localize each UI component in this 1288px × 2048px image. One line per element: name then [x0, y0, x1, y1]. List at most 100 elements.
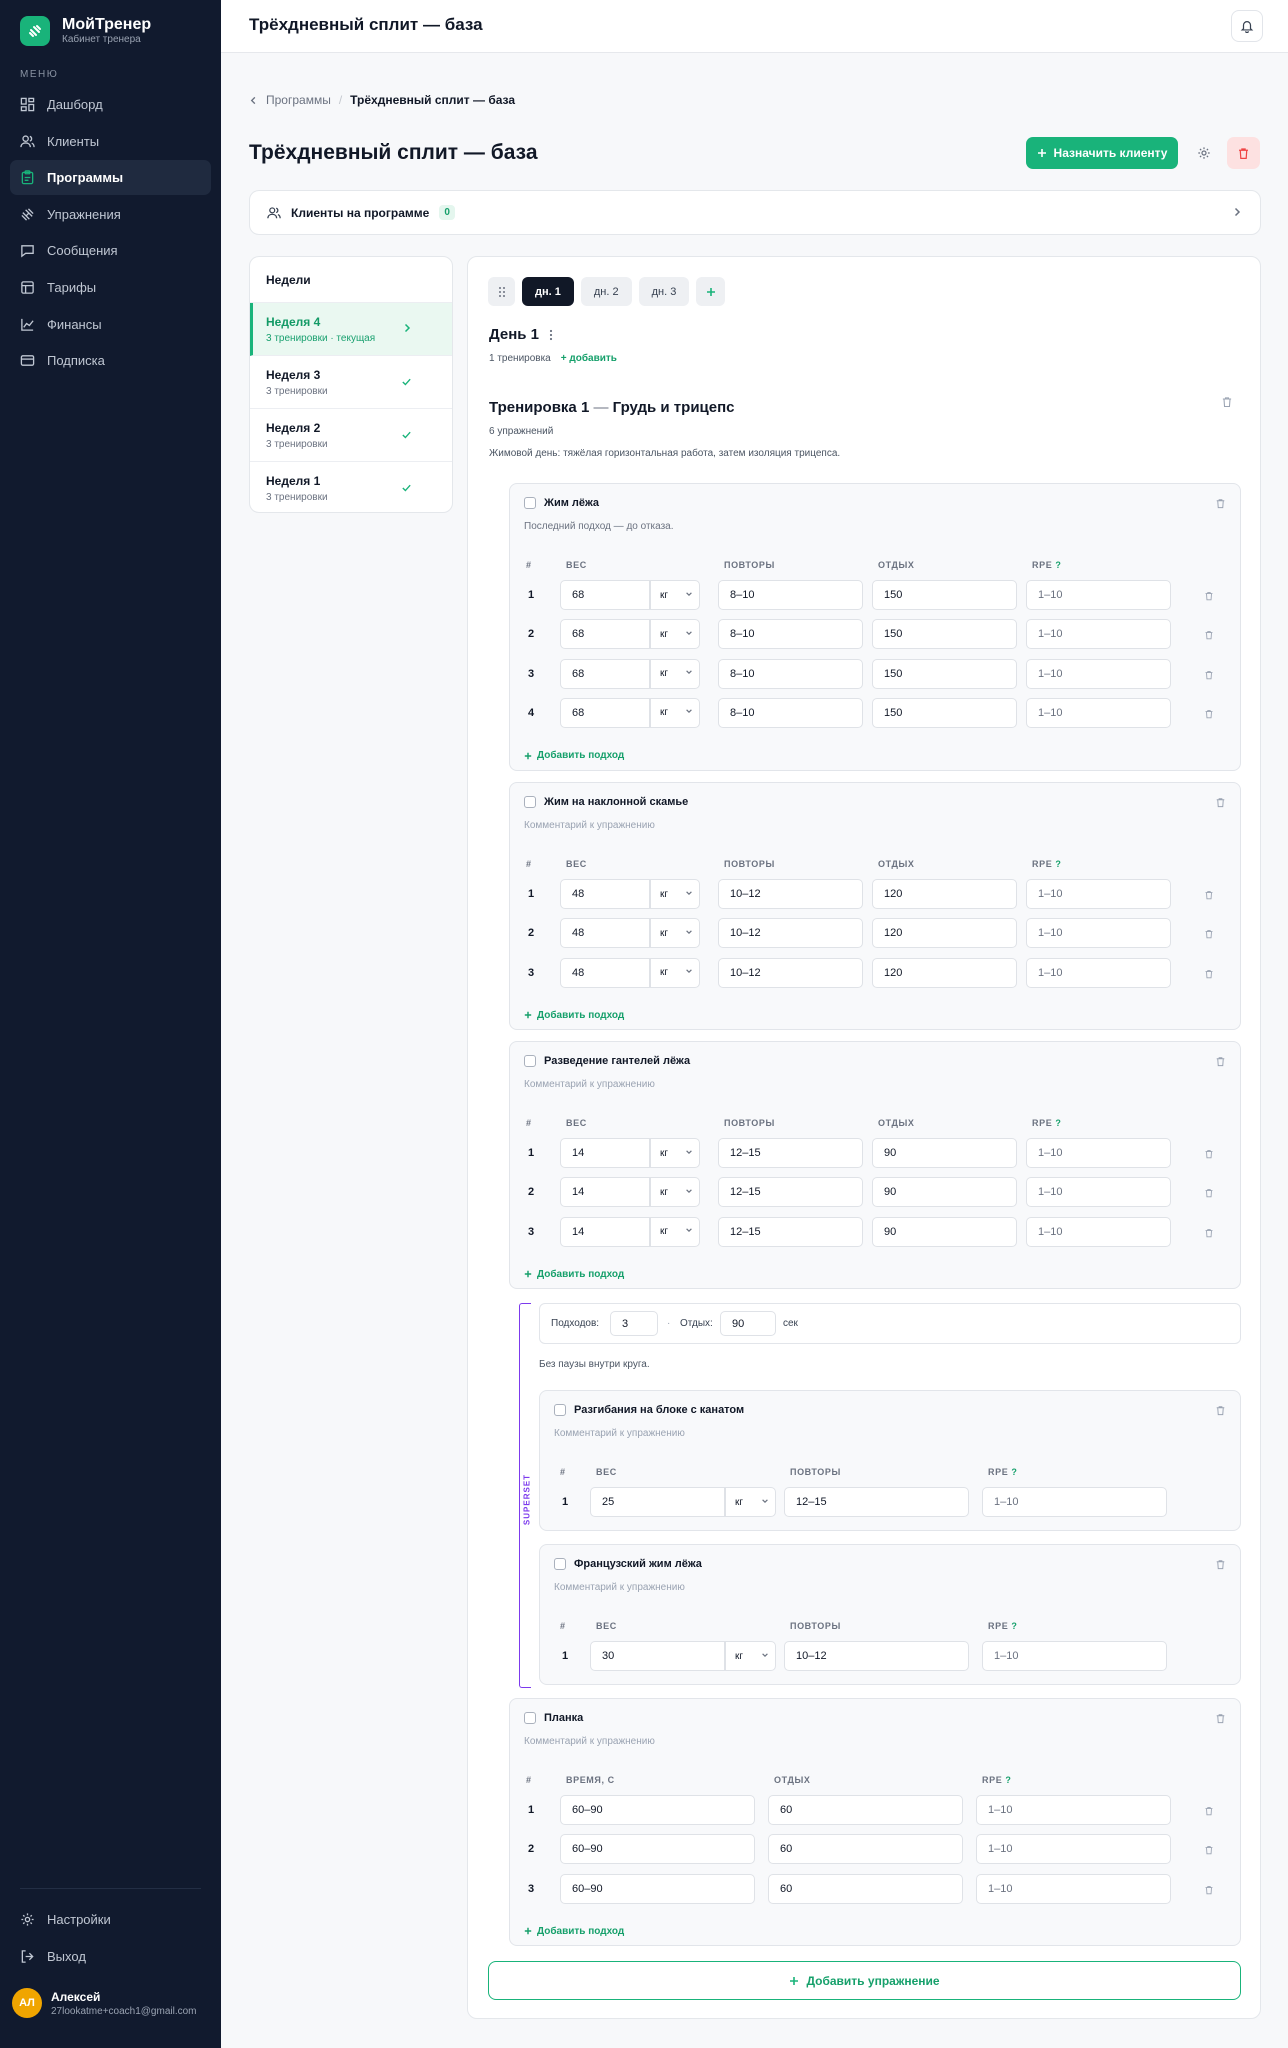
week-item-1[interactable]: Неделя 1 3 тренировки [250, 462, 452, 512]
unit-select[interactable]: кг [650, 1138, 700, 1168]
brand[interactable]: МойТренер Кабинет тренера [20, 16, 151, 46]
exercise-comment[interactable]: Комментарий к упражнению [554, 1428, 685, 1439]
unit-select[interactable]: кг [650, 697, 700, 728]
training-name[interactable]: Грудь и трицепс [612, 399, 735, 416]
trash-icon[interactable] [1204, 1844, 1214, 1858]
notifications-button[interactable] [1231, 10, 1263, 42]
rpe-input[interactable]: 1–10 [1026, 1138, 1171, 1168]
exercise-name[interactable]: Разгибания на блоке с канатом [574, 1404, 745, 1416]
exercise-name[interactable]: Разведение гантелей лёжа [544, 1055, 691, 1067]
exercise-checkbox[interactable] [524, 1055, 536, 1067]
trash-icon[interactable] [1204, 629, 1214, 643]
trash-icon[interactable] [1221, 396, 1233, 408]
exercise-checkbox[interactable] [554, 1558, 566, 1570]
sidebar-item-subscription[interactable]: Подписка [10, 343, 211, 378]
exercise-checkbox[interactable] [524, 796, 536, 808]
rpe-input[interactable]: 1–10 [1026, 1216, 1171, 1247]
superset-sets-input[interactable]: 3 [610, 1311, 658, 1336]
reps-input[interactable]: 10–12 [784, 1641, 969, 1671]
training-note[interactable]: Жимовой день: тяжёлая горизонтальная раб… [489, 448, 841, 459]
reps-input[interactable]: 10–12 [718, 879, 863, 909]
trash-icon[interactable] [1204, 1805, 1214, 1819]
rpe-help-icon[interactable]: ? [1011, 1621, 1018, 1631]
tab-day-1[interactable]: дн. 1 [522, 277, 574, 306]
rest-input[interactable]: 150 [872, 619, 1017, 650]
trash-icon[interactable] [1215, 1056, 1226, 1070]
reps-input[interactable]: 10–12 [718, 918, 863, 949]
sidebar-item-exercises[interactable]: Упражнения [10, 197, 211, 232]
reps-input[interactable]: 8–10 [718, 580, 863, 610]
time-input[interactable]: 60–90 [560, 1834, 755, 1865]
weight-input[interactable]: 48 [560, 879, 650, 909]
exercise-comment[interactable]: Последний подход — до отказа. [524, 521, 674, 532]
add-training-link[interactable]: + добавить [560, 353, 617, 364]
sidebar-item-clients[interactable]: Клиенты [10, 124, 211, 159]
rpe-help-icon[interactable]: ? [1005, 1775, 1012, 1785]
rpe-help-icon[interactable]: ? [1055, 1118, 1062, 1128]
rpe-input[interactable]: 1–10 [976, 1873, 1171, 1904]
trash-icon[interactable] [1215, 1405, 1226, 1419]
exercise-name[interactable]: Жим на наклонной скамье [544, 796, 689, 808]
time-input[interactable]: 60–90 [560, 1795, 755, 1825]
exercise-name[interactable]: Жим лёжа [544, 497, 600, 509]
rpe-input[interactable]: 1–10 [1026, 957, 1171, 988]
sidebar-item-tariffs[interactable]: Тарифы [10, 270, 211, 305]
sidebar-item-settings[interactable]: Настройки [10, 1902, 211, 1937]
user-profile[interactable]: АЛ Алексей 27lookatme+coach1@gmail.com [12, 1988, 197, 2018]
rest-input[interactable]: 90 [872, 1216, 1017, 1247]
add-day-button[interactable] [696, 277, 726, 306]
add-set-button[interactable]: Добавить подход [524, 1010, 624, 1021]
rpe-input[interactable]: 1–10 [982, 1487, 1167, 1517]
rest-input[interactable]: 120 [872, 879, 1017, 909]
add-exercise-button[interactable]: Добавить упражнение [488, 1961, 1241, 2000]
trash-icon[interactable] [1215, 797, 1226, 811]
rest-input[interactable]: 60 [768, 1834, 963, 1865]
exercise-comment[interactable]: Комментарий к упражнению [524, 820, 655, 831]
exercise-checkbox[interactable] [524, 1712, 536, 1724]
unit-select[interactable]: кг [650, 658, 700, 689]
unit-select[interactable]: кг [650, 619, 700, 650]
sidebar-item-messages[interactable]: Сообщения [10, 233, 211, 268]
rest-input[interactable]: 60 [768, 1873, 963, 1904]
exercise-comment[interactable]: Комментарий к упражнению [554, 1582, 685, 1593]
reps-input[interactable]: 12–15 [784, 1487, 969, 1517]
superset-rest-input[interactable]: 90 [720, 1311, 776, 1336]
rpe-input[interactable]: 1–10 [1026, 619, 1171, 650]
weight-input[interactable]: 48 [560, 918, 650, 949]
drag-handle[interactable] [488, 277, 515, 306]
exercise-checkbox[interactable] [524, 497, 536, 509]
program-clients-bar[interactable]: Клиенты на программе 0 [249, 190, 1261, 235]
rest-input[interactable]: 90 [872, 1177, 1017, 1208]
trash-icon[interactable] [1215, 1713, 1226, 1727]
delete-program-button[interactable] [1227, 137, 1260, 169]
unit-select[interactable]: кг [650, 1177, 700, 1208]
trash-icon[interactable] [1204, 1227, 1214, 1241]
weight-input[interactable]: 14 [560, 1138, 650, 1168]
rpe-help-icon[interactable]: ? [1055, 859, 1062, 869]
unit-select[interactable]: кг [725, 1487, 776, 1517]
unit-select[interactable]: кг [650, 1216, 700, 1247]
reps-input[interactable]: 8–10 [718, 658, 863, 689]
weight-input[interactable]: 68 [560, 580, 650, 610]
rest-input[interactable]: 90 [872, 1138, 1017, 1168]
sidebar-item-dashboard[interactable]: Дашборд [10, 87, 211, 122]
sidebar-item-programs[interactable]: Программы [10, 160, 211, 196]
add-set-button[interactable]: Добавить подход [524, 750, 624, 761]
exercise-comment[interactable]: Комментарий к упражнению [524, 1736, 655, 1747]
add-set-button[interactable]: Добавить подход [524, 1269, 624, 1280]
trash-icon[interactable] [1204, 928, 1214, 942]
reps-input[interactable]: 12–15 [718, 1177, 863, 1208]
reps-input[interactable]: 8–10 [718, 619, 863, 650]
rpe-input[interactable]: 1–10 [976, 1795, 1171, 1825]
rpe-input[interactable]: 1–10 [1026, 1177, 1171, 1208]
rpe-input[interactable]: 1–10 [1026, 697, 1171, 728]
weight-input[interactable]: 68 [560, 658, 650, 689]
rpe-help-icon[interactable]: ? [1011, 1467, 1018, 1477]
add-set-button[interactable]: Добавить подход [524, 1926, 624, 1937]
rpe-input[interactable]: 1–10 [1026, 879, 1171, 909]
rpe-input[interactable]: 1–10 [1026, 918, 1171, 949]
exercise-name[interactable]: Планка [544, 1712, 584, 1724]
trash-icon[interactable] [1204, 1884, 1214, 1898]
rpe-help-icon[interactable]: ? [1055, 560, 1062, 570]
breadcrumb-parent[interactable]: Программы [266, 93, 331, 107]
